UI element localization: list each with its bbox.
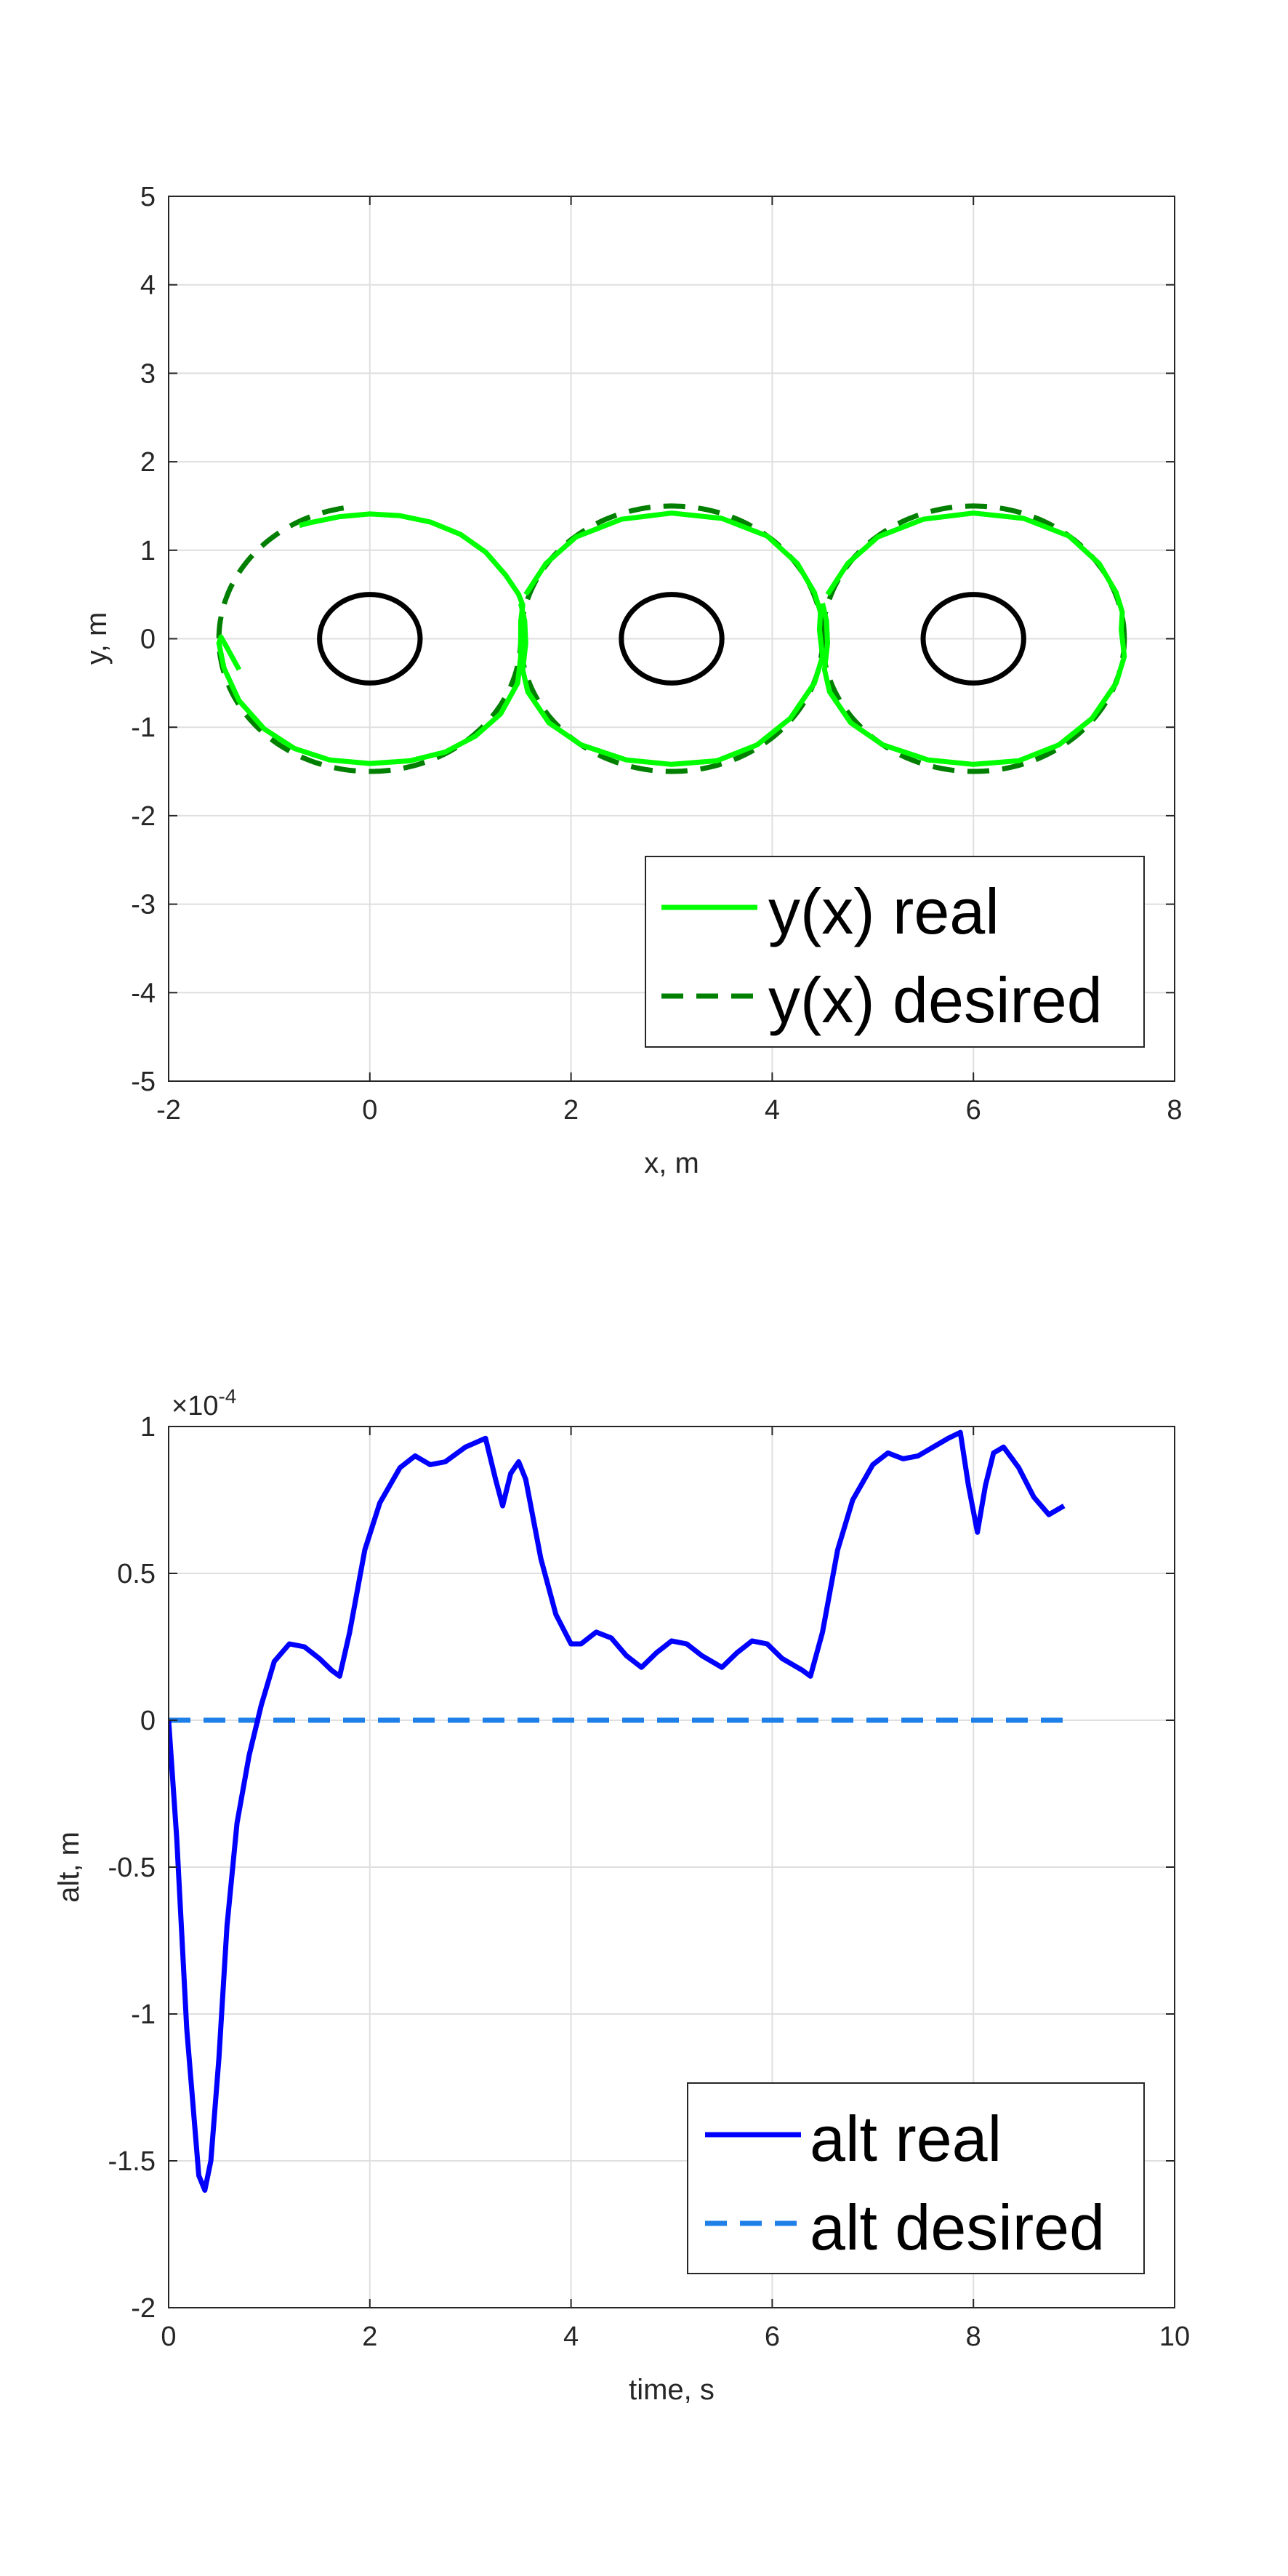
x-axis-label-altitude: time, s: [629, 2374, 715, 2406]
y-tick-label: 4: [140, 270, 156, 301]
y-tick-label: -1: [131, 1999, 156, 2030]
y-tick-label: 0: [140, 1706, 156, 1736]
y-tick-label: -0.5: [108, 1853, 156, 1883]
y-multiplier-base: ×10: [172, 1391, 218, 1421]
y-tick-label: 3: [140, 358, 156, 389]
y-tick-label: 2: [140, 447, 156, 478]
y-tick-label: -2: [131, 801, 156, 832]
x-tick-label: 2: [563, 1095, 579, 1126]
x-tick-label: 2: [362, 2322, 377, 2352]
obstacle-circle: [317, 592, 423, 686]
y-tick-label: 0.5: [117, 1559, 156, 1589]
legend-label-y-desired: y(x) desired: [768, 964, 1103, 1036]
obstacle-circle: [920, 592, 1026, 686]
legend-trajectory: y(x) real y(x) desired: [645, 856, 1145, 1048]
ticks-altitude: 0 2 4 6 8 10 -2 -1.5 -1 -0.5 0 0.5 1: [108, 1412, 1191, 2352]
series-group-trajectory: [216, 503, 1127, 774]
legend-label-y-real: y(x) real: [768, 875, 999, 947]
y-axis-label-trajectory: y, m: [81, 612, 113, 665]
y-tick-label: -5: [131, 1067, 156, 1097]
x-tick-label: 4: [765, 1095, 780, 1126]
y-tick-label: 1: [140, 1412, 156, 1443]
chart-altitude: 0 2 4 6 8 10 -2 -1.5 -1 -0.5 0 0.5 1 ×10-4 time, s a…: [53, 1385, 1190, 2406]
y-tick-label: 5: [140, 182, 156, 212]
x-axis-label-trajectory: x, m: [644, 1147, 699, 1179]
ticks-trajectory: -2 0 2 4 6 8 -5 -4 -3 -2 -1 0 1 2 3 4 5: [131, 182, 1182, 1126]
legend-altitude: alt real alt desired: [687, 2082, 1145, 2274]
x-tick-label: -2: [156, 1095, 181, 1126]
series-alt-real: [169, 1429, 1066, 2193]
x-tick-label: 4: [563, 2322, 579, 2352]
legend-label-alt-desired: alt desired: [810, 2191, 1105, 2263]
grid-trajectory: [168, 196, 1175, 1082]
x-tick-label: 8: [1167, 1095, 1182, 1126]
series-y-real-loop-2: [518, 510, 826, 767]
obstacles: [317, 592, 1026, 686]
y-tick-label: -1: [131, 713, 156, 743]
series-y-real-loop-1: [216, 511, 526, 766]
series-y-real-loop-3: [820, 510, 1127, 767]
y-multiplier: ×10-4: [172, 1385, 236, 1421]
x-tick-label: 6: [966, 1095, 981, 1126]
y-tick-label: -2: [131, 2293, 156, 2324]
y-tick-label: -1.5: [108, 2146, 156, 2177]
y-tick-label: -3: [131, 890, 156, 920]
x-tick-label: 0: [161, 2322, 176, 2352]
legend-box-altitude: [687, 2082, 1145, 2274]
y-axis-label-altitude: alt, m: [53, 1831, 85, 1903]
x-tick-label: 6: [765, 2322, 780, 2352]
series-y-desired-loop-3: [820, 503, 1127, 774]
y-tick-label: 1: [140, 536, 156, 566]
series-y-desired-loop-2: [518, 503, 826, 774]
chart-trajectory: -2 0 2 4 6 8 -5 -4 -3 -2 -1 0 1 2 3 4 5 x, m y, m y(x) r…: [81, 182, 1183, 1179]
y-multiplier-exponent: -4: [218, 1385, 236, 1408]
y-tick-label: 0: [140, 625, 156, 655]
obstacle-circle: [619, 592, 725, 686]
legend-label-alt-real: alt real: [810, 2103, 1002, 2175]
x-tick-label: 0: [362, 1095, 377, 1126]
y-tick-label: -4: [131, 978, 156, 1008]
x-tick-label: 10: [1159, 2322, 1190, 2352]
legend-box-trajectory: [645, 856, 1145, 1048]
x-tick-label: 8: [966, 2322, 981, 2352]
series-group-altitude: [169, 1429, 1066, 2193]
